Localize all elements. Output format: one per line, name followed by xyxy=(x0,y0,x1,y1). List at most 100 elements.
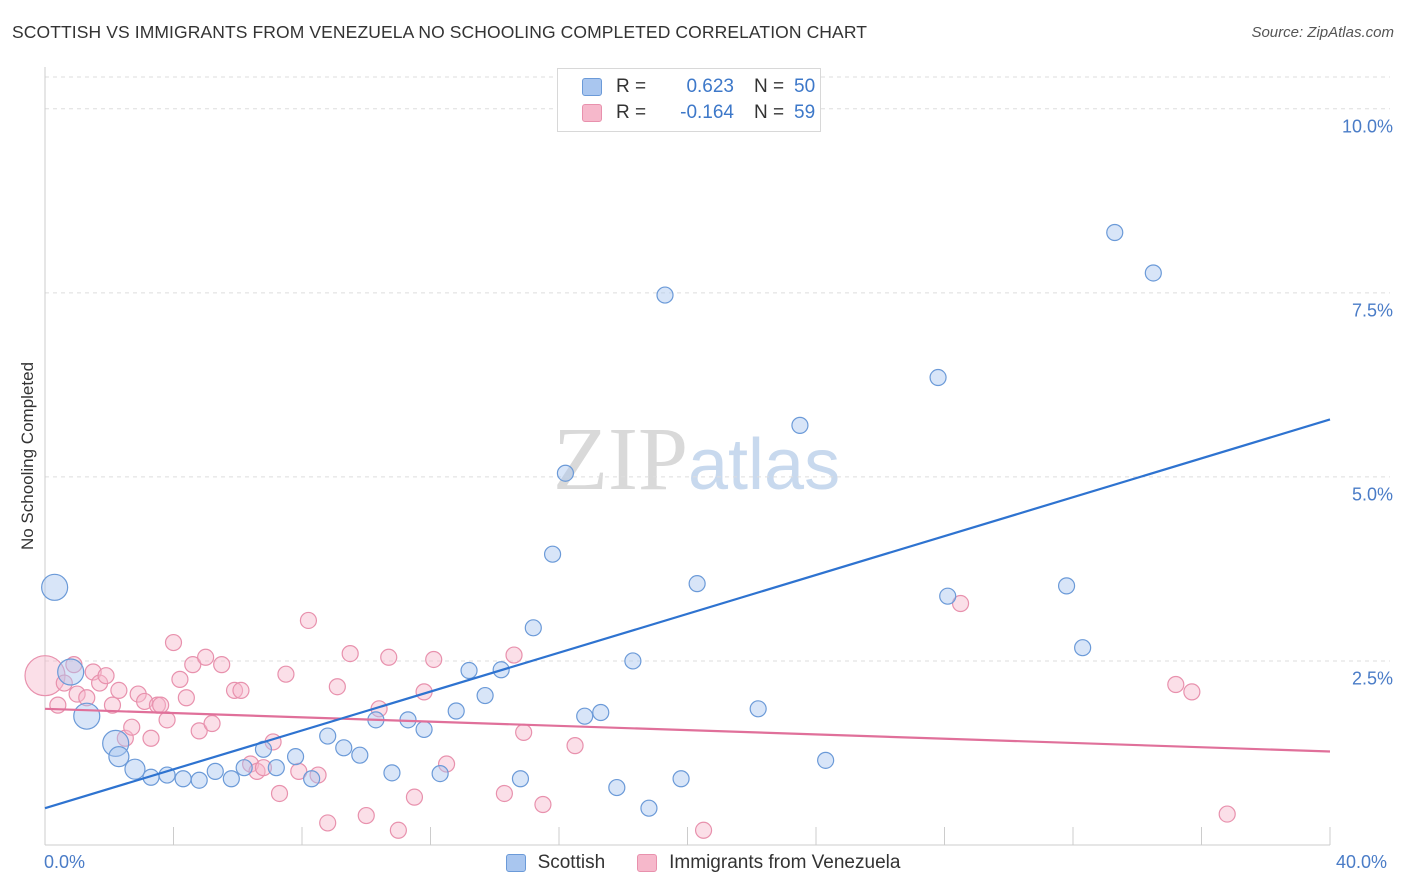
data-point-scottish xyxy=(749,700,767,718)
data-point-venezuela xyxy=(1167,675,1185,694)
data-point-venezuela xyxy=(97,667,115,685)
data-point-venezuela xyxy=(299,611,318,630)
data-point-venezuela xyxy=(495,784,513,803)
trend-line-scottish xyxy=(44,418,1331,810)
x-tick-label-min: 0.0% xyxy=(44,852,86,872)
data-point-scottish xyxy=(592,703,610,722)
legend-r-label: R = xyxy=(616,102,647,123)
data-point-venezuela xyxy=(110,681,128,700)
series-name-scottish: Scottish xyxy=(537,852,606,873)
data-point-scottish xyxy=(383,764,401,782)
data-point-scottish xyxy=(108,746,130,768)
legend-row-venezuela: R = -0.164 N = 59 xyxy=(582,100,815,126)
data-point-venezuela xyxy=(213,656,231,674)
series-legend-scottish: Scottish xyxy=(505,852,606,874)
data-point-scottish xyxy=(929,368,947,387)
data-point-venezuela xyxy=(505,646,523,664)
data-point-venezuela xyxy=(177,689,195,707)
data-point-scottish xyxy=(688,575,706,593)
data-point-venezuela xyxy=(694,821,713,839)
data-point-scottish xyxy=(624,652,642,670)
data-point-scottish xyxy=(476,686,494,705)
data-point-venezuela xyxy=(319,814,337,832)
data-point-venezuela xyxy=(328,678,346,696)
stats-legend: R = 0.623 N = 50 R = -0.164 N = 59 xyxy=(557,68,821,132)
legend-r-value: 0.623 xyxy=(686,76,734,97)
data-point-venezuela xyxy=(1183,683,1201,701)
data-point-venezuela xyxy=(357,806,375,825)
data-point-venezuela xyxy=(270,784,289,803)
data-point-scottish xyxy=(1144,264,1162,282)
data-point-scottish xyxy=(206,762,224,780)
data-point-scottish xyxy=(335,739,353,757)
data-point-scottish xyxy=(791,416,809,434)
data-point-venezuela xyxy=(142,729,160,747)
y-tick-label: 10.0% xyxy=(1341,116,1393,137)
data-point-scottish xyxy=(939,587,957,605)
data-point-scottish xyxy=(102,729,130,758)
legend-swatch-venezuela xyxy=(582,104,602,122)
data-point-scottish xyxy=(235,759,253,777)
data-point-venezuela xyxy=(123,718,141,736)
data-point-scottish xyxy=(543,545,562,563)
data-point-venezuela xyxy=(68,685,86,703)
data-point-scottish xyxy=(73,702,101,730)
legend-row-scottish: R = 0.623 N = 50 xyxy=(582,74,815,100)
data-point-venezuela xyxy=(24,655,66,697)
y-axis-label: No Schooling Completed xyxy=(18,361,37,551)
data-point-scottish xyxy=(431,764,449,783)
data-point-scottish xyxy=(351,746,369,764)
data-point-venezuela xyxy=(158,711,176,729)
data-point-scottish xyxy=(303,770,321,788)
data-point-venezuela xyxy=(566,737,584,755)
data-point-venezuela xyxy=(389,821,407,839)
legend-n-label: N = xyxy=(754,102,785,123)
data-point-venezuela xyxy=(425,650,443,669)
data-point-scottish xyxy=(576,707,594,725)
data-point-scottish xyxy=(190,771,208,789)
trend-line-venezuela xyxy=(44,707,1331,753)
legend-r-label: R = xyxy=(616,76,647,97)
data-point-scottish xyxy=(1106,223,1124,242)
data-point-venezuela xyxy=(437,755,456,773)
watermark-atlas: atlas xyxy=(688,425,841,505)
data-point-venezuela xyxy=(254,759,273,777)
data-point-venezuela xyxy=(49,696,67,714)
watermark: ZIPatlas xyxy=(553,408,840,511)
data-point-scottish xyxy=(608,778,626,797)
data-point-scottish xyxy=(556,464,575,482)
data-point-scottish xyxy=(640,799,658,817)
series-name-venezuela: Immigrants from Venezuela xyxy=(669,852,901,873)
data-point-venezuela xyxy=(203,714,221,733)
series-legend-venezuela: Immigrants from Venezuela xyxy=(637,852,900,874)
legend-swatch-scottish xyxy=(582,78,602,96)
y-tick-label: 7.5% xyxy=(1351,300,1393,321)
data-point-venezuela xyxy=(515,723,533,741)
legend-n-label: N = xyxy=(754,76,785,97)
chart-title: SCOTTISH VS IMMIGRANTS FROM VENEZUELA NO… xyxy=(12,22,868,42)
legend-r-value: -0.164 xyxy=(680,102,734,123)
data-point-scottish xyxy=(415,720,433,739)
data-point-venezuela xyxy=(164,633,183,652)
data-point-venezuela xyxy=(1218,805,1236,823)
watermark-zip: ZIP xyxy=(553,410,688,509)
data-point-scottish xyxy=(656,286,674,304)
data-point-venezuela xyxy=(78,689,96,707)
data-point-venezuela xyxy=(171,670,189,688)
data-point-scottish xyxy=(41,573,69,601)
data-point-scottish xyxy=(1074,639,1092,657)
data-point-scottish xyxy=(460,661,478,680)
data-point-venezuela xyxy=(534,795,552,814)
series-swatch-scottish xyxy=(505,854,526,872)
series-legend: Scottish Immigrants from Venezuela xyxy=(0,852,1406,874)
x-tick-label-max: 40.0% xyxy=(1336,852,1388,872)
y-tick-label: 5.0% xyxy=(1351,484,1393,505)
data-point-venezuela xyxy=(103,696,122,714)
data-point-venezuela xyxy=(184,656,202,674)
data-point-scottish xyxy=(524,619,542,637)
data-point-scottish xyxy=(447,702,465,720)
data-point-venezuela xyxy=(405,788,424,806)
legend-n-value: 59 xyxy=(794,102,816,123)
data-point-venezuela xyxy=(225,681,244,700)
